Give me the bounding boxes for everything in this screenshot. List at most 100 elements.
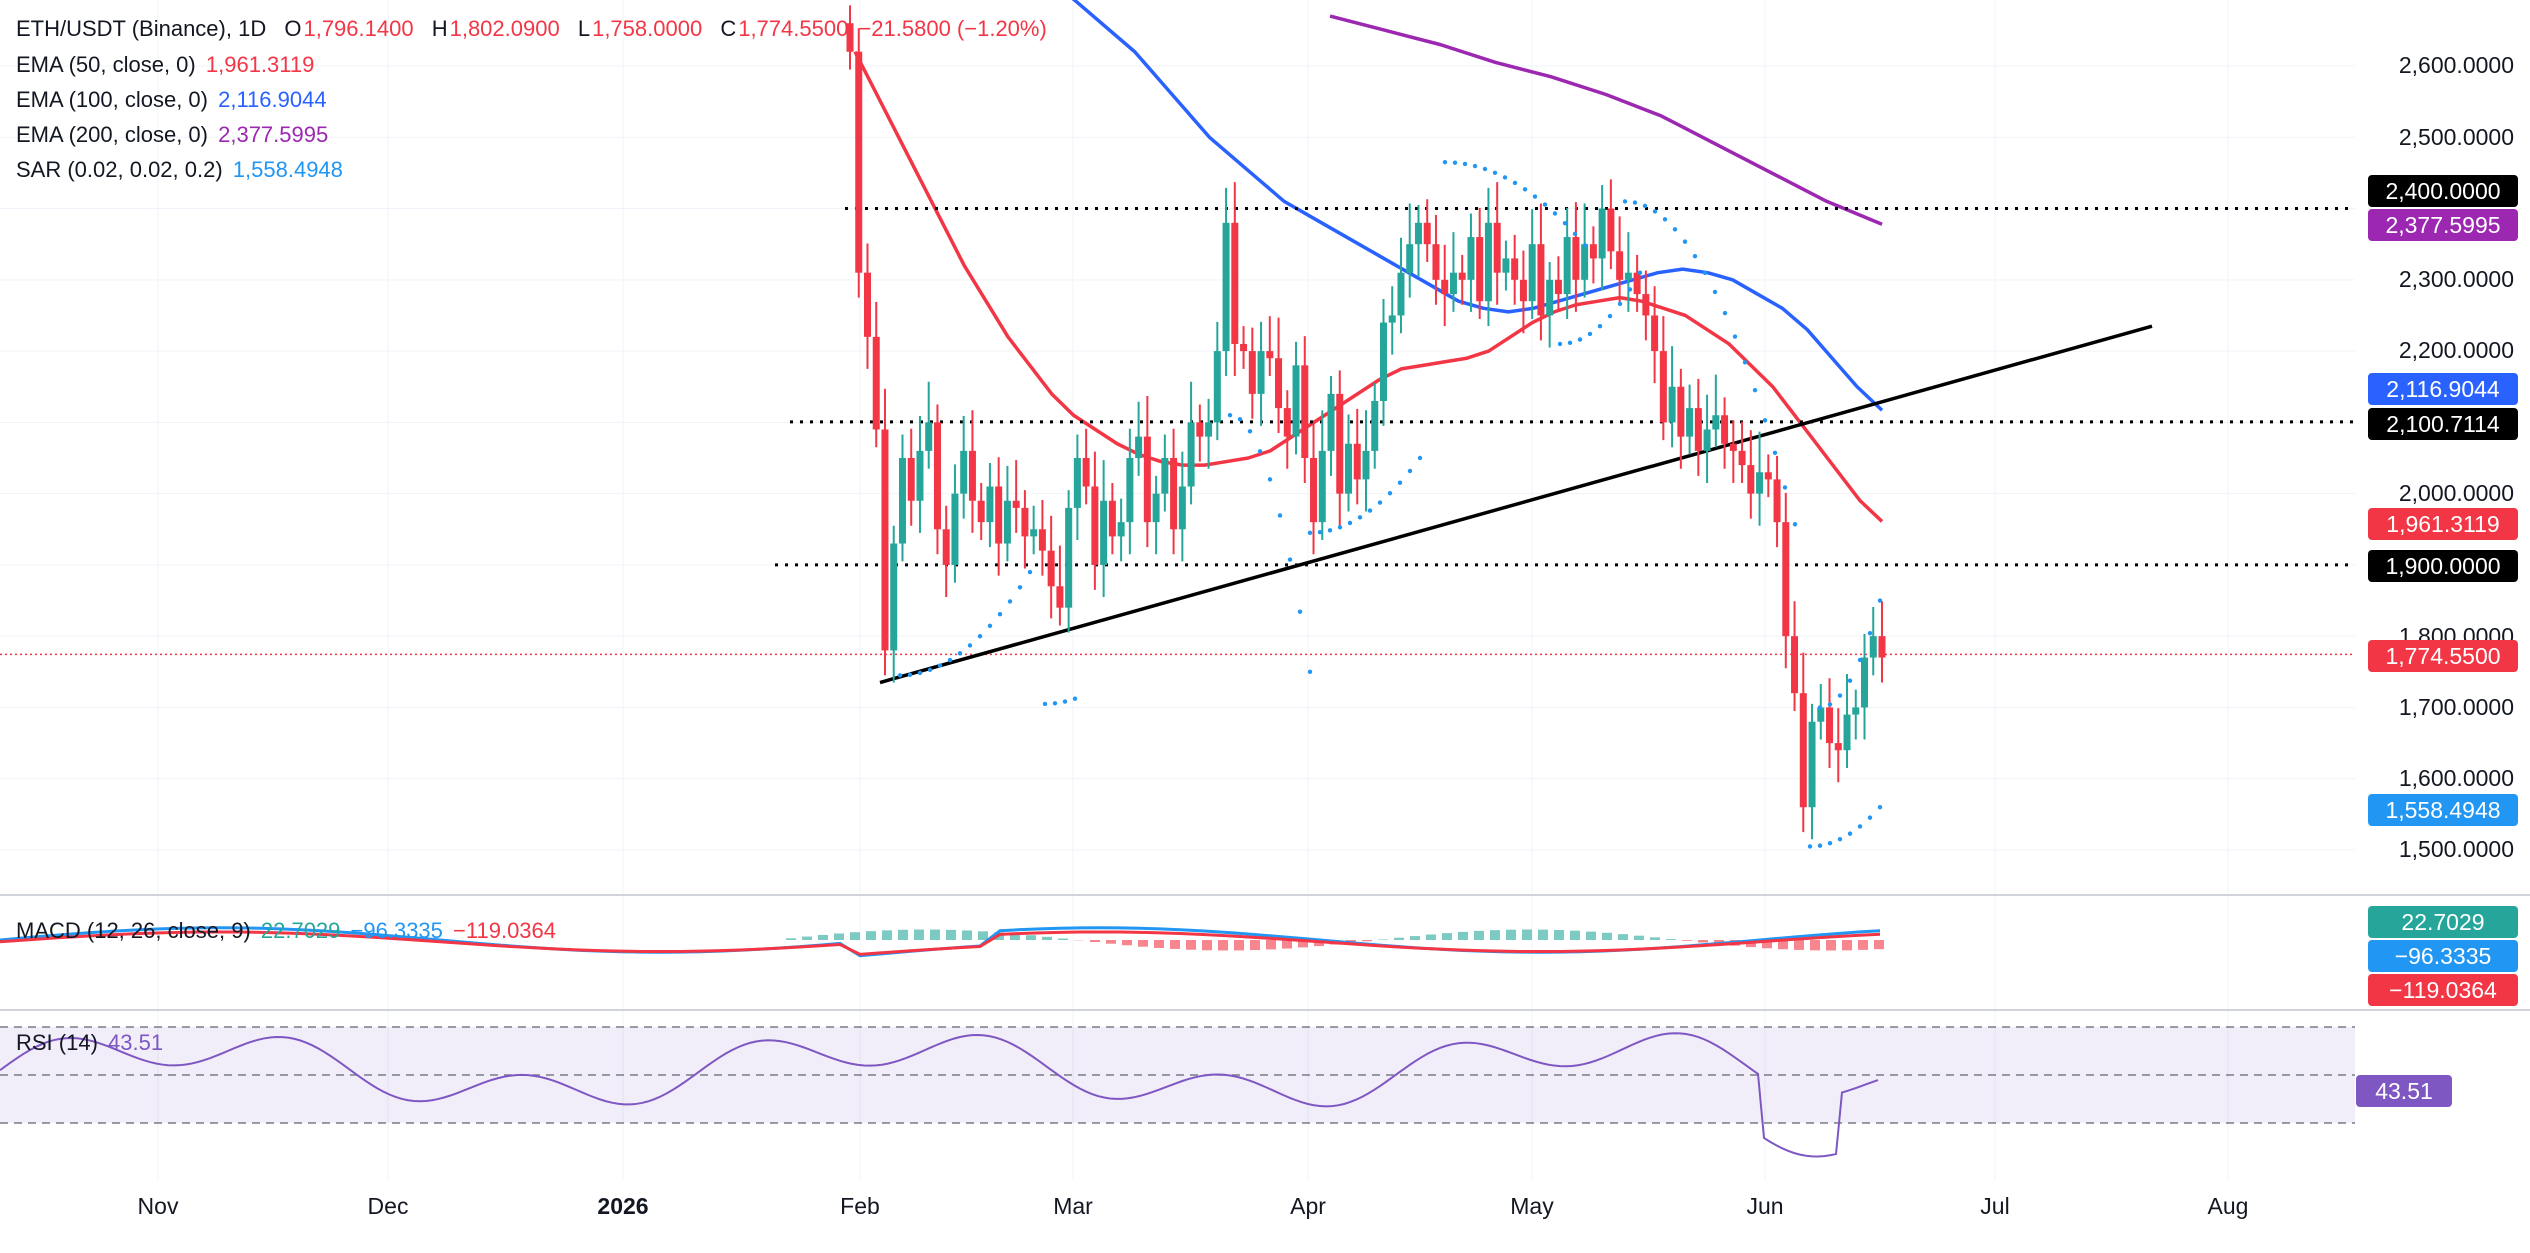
- level-tag-2400[interactable]: 2,400.0000: [2368, 175, 2518, 207]
- sar-dot: [1637, 270, 1643, 275]
- sar-tag: 1,558.4948: [2368, 794, 2518, 826]
- macd-histogram-bar: [1266, 940, 1276, 950]
- candle-body: [1108, 500, 1116, 537]
- candle-body: [1047, 550, 1055, 587]
- sar-dot: [1227, 413, 1233, 418]
- candle-body: [1362, 450, 1370, 480]
- level-tag-1900[interactable]: 1,900.0000: [2368, 550, 2518, 582]
- ema200-legend[interactable]: EMA (200, close, 0) 2,377.5995: [16, 122, 332, 148]
- candle-body: [1572, 237, 1580, 280]
- sar-dot: [1542, 202, 1548, 207]
- sar-label: SAR (0.02, 0.02, 0.2): [16, 157, 223, 182]
- last-price-tag: 1,774.5500: [2368, 640, 2518, 672]
- candle-body: [1633, 272, 1641, 295]
- level-tag-2100[interactable]: 2,100.7114: [2368, 408, 2518, 440]
- sar-dot: [1837, 693, 1843, 698]
- horizontal-levels[interactable]: [0, 207, 2355, 656]
- macd-histogram-bar: [1170, 940, 1180, 949]
- candle-body: [1817, 707, 1825, 722]
- candle-body: [1686, 408, 1694, 437]
- change-value: −21.5800 (−1.20%): [858, 16, 1047, 41]
- rsi-legend[interactable]: RSI (14) 43.51: [16, 1030, 167, 1056]
- ema100-value: 2,116.9044: [218, 87, 327, 112]
- candle-body: [916, 450, 924, 501]
- sar-dot: [1522, 187, 1528, 192]
- price-tick: 2,500.0000: [2398, 124, 2514, 150]
- ema100-label: EMA (100, close, 0): [16, 87, 208, 112]
- sar-dot: [1732, 334, 1738, 339]
- candle-body: [951, 493, 959, 565]
- candle-body: [1764, 472, 1772, 480]
- candle-body: [1441, 279, 1449, 295]
- sar-dot: [1857, 824, 1863, 829]
- macd-histogram-bar: [1634, 935, 1644, 940]
- time-tick-year: 2026: [597, 1193, 649, 1219]
- candle-body: [1257, 351, 1265, 394]
- candle-body: [1668, 386, 1676, 423]
- macd-histogram-bar: [834, 933, 844, 940]
- candle-body: [863, 272, 871, 337]
- sar-dot: [1587, 331, 1593, 337]
- macd-histogram-bar: [1538, 929, 1548, 940]
- sar-dot: [1847, 678, 1853, 683]
- ema200-tag: 2,377.5995: [2368, 209, 2518, 241]
- macd-histogram-bar: [1570, 930, 1580, 940]
- ema100-legend[interactable]: EMA (100, close, 0) 2,116.9044: [16, 87, 331, 113]
- time-tick: Jul: [1980, 1193, 2010, 1219]
- candle-body: [1712, 415, 1720, 430]
- candle-body: [872, 336, 880, 430]
- grid-lines: [0, 0, 2530, 1180]
- macd-histogram-bar: [930, 929, 940, 940]
- sar-dot: [1502, 175, 1508, 180]
- macd-histogram-bar: [1794, 940, 1804, 950]
- candle-body: [1773, 479, 1781, 523]
- sar-dot: [1627, 287, 1633, 292]
- sar-dot: [1607, 313, 1613, 319]
- candle-body: [1065, 507, 1073, 608]
- candle-body: [995, 486, 1003, 544]
- sar-legend[interactable]: SAR (0.02, 0.02, 0.2) 1,558.4948: [16, 157, 347, 183]
- macd-histogram-bar: [802, 936, 812, 940]
- ema200-value: 2,377.5995: [218, 122, 329, 147]
- price-tick: 2,600.0000: [2398, 52, 2514, 78]
- candle-body: [1135, 436, 1143, 458]
- sar-dot: [1867, 815, 1873, 820]
- candle-body: [1091, 486, 1099, 565]
- candle-body: [1546, 279, 1554, 316]
- candle-body: [1598, 208, 1606, 259]
- candle-body: [1467, 237, 1475, 280]
- candle-body: [986, 486, 994, 523]
- sar-dot: [1367, 508, 1373, 513]
- sar-dot: [1622, 199, 1628, 204]
- macd-histogram-bar: [1586, 931, 1596, 940]
- sar-dot: [897, 673, 903, 678]
- candle-body: [1484, 222, 1492, 302]
- candle-body: [1476, 237, 1484, 302]
- sar-dot: [1682, 239, 1688, 244]
- sar-dot: [987, 623, 993, 629]
- rsi-label: RSI (14): [16, 1030, 98, 1055]
- sar-dot: [1552, 211, 1558, 216]
- macd-histogram-bar: [978, 931, 988, 940]
- ema50-legend[interactable]: EMA (50, close, 0) 1,961.3119: [16, 52, 318, 78]
- trendline[interactable]: [879, 324, 2153, 685]
- sar-dot: [1782, 485, 1788, 490]
- candle-body: [942, 529, 950, 565]
- sar-dot: [1237, 417, 1243, 422]
- symbol-title[interactable]: ETH/USDT (Binance), 1D: [16, 16, 267, 41]
- macd-histogram-bar: [1554, 930, 1564, 940]
- candle-body: [1161, 458, 1169, 494]
- sar-dot: [1062, 699, 1068, 704]
- macd-histogram-bar: [882, 930, 892, 940]
- sar-dot: [967, 643, 973, 648]
- macd-histogram-bar: [1234, 940, 1244, 951]
- ema50-path: [853, 50, 1884, 523]
- candle-body: [1607, 208, 1615, 252]
- macd-legend[interactable]: MACD (12, 26, close, 9) 22.7029 −96.3335…: [16, 918, 560, 944]
- macd-signal-tag: −119.0364: [2368, 974, 2518, 1006]
- macd-hist-value: 22.7029: [260, 918, 341, 943]
- candle-body: [1310, 458, 1318, 523]
- candle-body: [1345, 443, 1353, 494]
- sar-dot: [907, 672, 913, 677]
